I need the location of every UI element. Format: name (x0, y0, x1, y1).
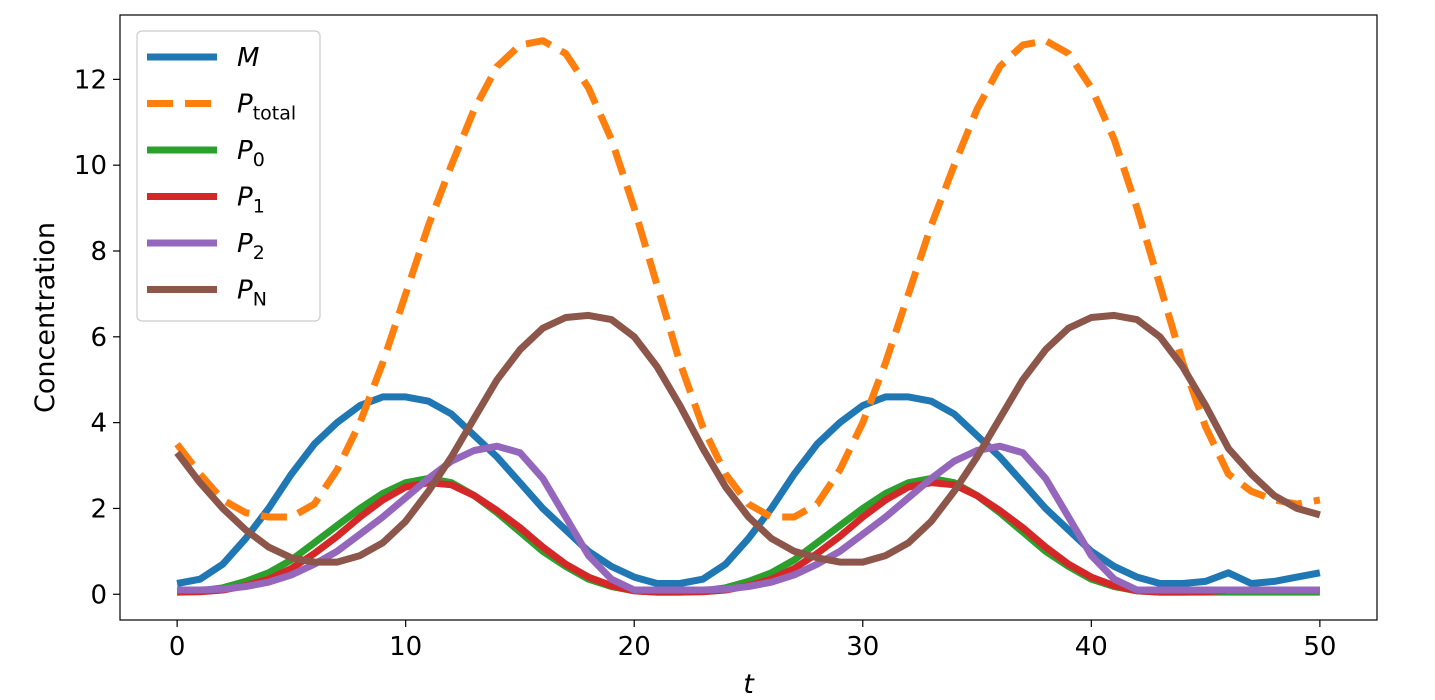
legend-label: P1 (237, 183, 265, 218)
x-tick-label: 30 (846, 632, 879, 662)
y-tick-label: 4 (90, 409, 107, 439)
legend-label: P0 (237, 136, 265, 171)
x-tick-label: 10 (389, 632, 422, 662)
y-tick-label: 2 (90, 494, 107, 524)
x-tick-label: 20 (618, 632, 651, 662)
series-line-P-total (174, 37, 1321, 521)
legend-label: PN (237, 276, 267, 311)
legend-label: P2 (237, 229, 265, 264)
series-line-P-2 (177, 442, 1320, 594)
y-tick-label: 0 (90, 580, 107, 610)
x-tick-label: 40 (1075, 632, 1108, 662)
x-tick-label: 50 (1303, 632, 1336, 662)
legend-label: Ptotal (237, 90, 296, 125)
x-axis-label: t (743, 669, 755, 700)
y-tick-label: 6 (90, 323, 107, 353)
legend: M Ptotal P0 P1 P2 PN (136, 30, 321, 322)
y-axis: 0 2 4 6 8 10 12 (74, 65, 120, 610)
series-layer (174, 37, 1321, 596)
x-axis: 0 10 20 30 40 50 (169, 620, 1336, 662)
x-tick-label: 0 (169, 632, 186, 662)
legend-box (136, 30, 321, 322)
y-axis-label: Concentration (30, 222, 61, 413)
y-tick-label: 10 (74, 151, 107, 181)
y-tick-label: 8 (90, 237, 107, 267)
y-tick-label: 12 (74, 65, 107, 95)
series-line-P-N (174, 311, 1321, 566)
legend-label: M (237, 43, 259, 73)
plot-frame (119, 14, 1378, 621)
